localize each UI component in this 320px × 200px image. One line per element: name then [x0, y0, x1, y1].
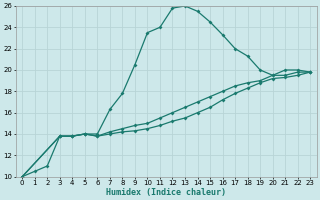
X-axis label: Humidex (Indice chaleur): Humidex (Indice chaleur): [106, 188, 226, 197]
